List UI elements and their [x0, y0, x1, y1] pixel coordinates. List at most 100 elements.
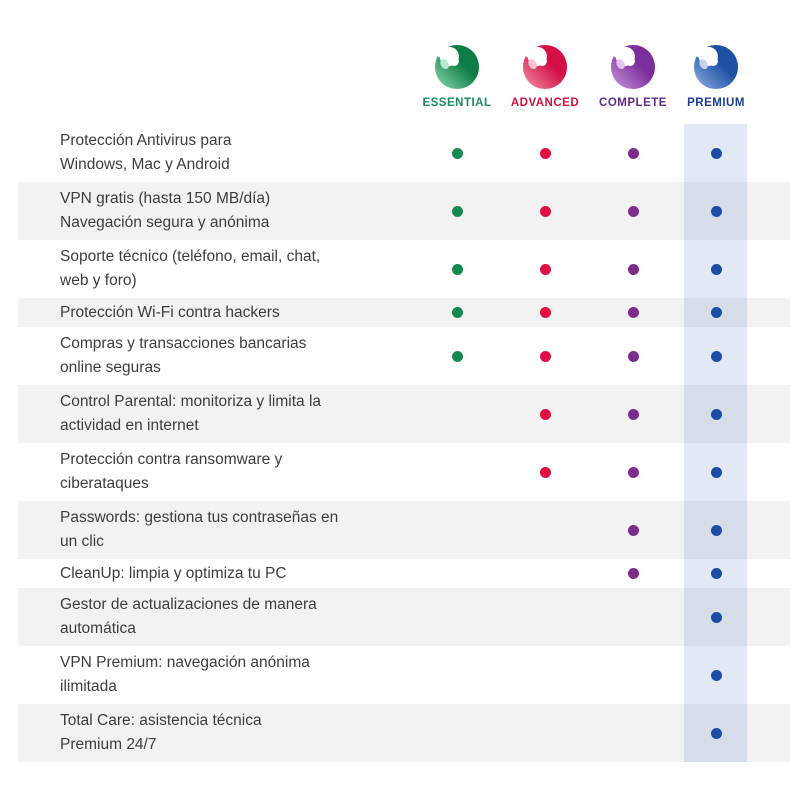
- feature-row: CleanUp: limpia y optimiza tu PC: [18, 559, 790, 588]
- premium-included-dot: [710, 466, 722, 478]
- cell-advanced: [501, 298, 589, 327]
- plan-label-premium: PREMIUM: [687, 97, 745, 109]
- cell-advanced: [501, 385, 589, 443]
- premium-included-dot: [710, 568, 722, 579]
- cell-essential: [413, 182, 501, 240]
- cell-complete: [589, 501, 677, 559]
- cell-complete: [589, 298, 677, 327]
- advanced-included-dot: [539, 205, 551, 217]
- cell-essential: [413, 559, 501, 588]
- cell-essential: [413, 501, 501, 559]
- cell-advanced: [501, 182, 589, 240]
- advanced-included-dot: [539, 350, 551, 362]
- cell-complete: [589, 704, 677, 762]
- premium-included-dot: [710, 307, 722, 318]
- cell-complete: [589, 385, 677, 443]
- cell-complete: [589, 646, 677, 704]
- complete-included-dot: [627, 408, 639, 420]
- premium-included-dot: [710, 524, 722, 536]
- cell-premium: [677, 182, 755, 240]
- complete-included-dot: [627, 263, 639, 275]
- cell-premium: [677, 385, 755, 443]
- complete-included-dot: [627, 147, 639, 159]
- premium-included-dot: [710, 727, 722, 739]
- feature-name: Protección contra ransomware y ciberataq…: [60, 451, 283, 492]
- feature-name: Passwords: gestiona tus contraseñas en u…: [60, 509, 339, 550]
- feature-name: VPN Premium: navegación anónima ilimitad…: [60, 654, 310, 695]
- feature-name: VPN gratis (hasta 150 MB/día) Navegación…: [60, 190, 271, 231]
- cell-essential: [413, 588, 501, 646]
- cell-complete: [589, 559, 677, 588]
- premium-included-dot: [710, 350, 722, 362]
- cell-advanced: [501, 646, 589, 704]
- feature-row: Gestor de actualizaciones de manera auto…: [18, 588, 790, 646]
- complete-included-dot: [627, 524, 639, 536]
- feature-table: Protección Antivirus para Windows, Mac y…: [18, 124, 790, 762]
- complete-panda-logo-icon: [610, 44, 656, 90]
- feature-row: VPN Premium: navegación anónima ilimitad…: [18, 646, 790, 704]
- essential-included-dot: [451, 147, 463, 159]
- complete-included-dot: [627, 350, 639, 362]
- cell-advanced: [501, 588, 589, 646]
- feature-row: VPN gratis (hasta 150 MB/día) Navegación…: [18, 182, 790, 240]
- feature-name: Compras y transacciones bancarias online…: [60, 335, 307, 376]
- plan-header-essential: ESSENTIAL: [413, 44, 501, 124]
- feature-row: Control Parental: monitoriza y limita la…: [18, 385, 790, 443]
- feature-row: Compras y transacciones bancarias online…: [18, 327, 790, 385]
- cell-premium: [677, 298, 755, 327]
- feature-row: Total Care: asistencia técnica Premium 2…: [18, 704, 790, 762]
- plan-label-essential: ESSENTIAL: [422, 97, 492, 109]
- plan-header-premium: PREMIUM: [677, 44, 755, 124]
- cell-complete: [589, 124, 677, 182]
- cell-essential: [413, 704, 501, 762]
- plan-label-advanced: ADVANCED: [510, 97, 580, 109]
- cell-premium: [677, 327, 755, 385]
- premium-panda-logo-icon: [693, 44, 739, 90]
- advanced-panda-logo-icon: [522, 44, 568, 90]
- complete-included-dot: [627, 205, 639, 217]
- cell-advanced: [501, 124, 589, 182]
- cell-essential: [413, 240, 501, 298]
- cell-essential: [413, 298, 501, 327]
- advanced-included-dot: [539, 147, 551, 159]
- feature-row: Protección Antivirus para Windows, Mac y…: [18, 124, 790, 182]
- cell-essential: [413, 124, 501, 182]
- feature-row: Passwords: gestiona tus contraseñas en u…: [18, 501, 790, 559]
- cell-advanced: [501, 327, 589, 385]
- premium-included-dot: [710, 408, 722, 420]
- complete-included-dot: [627, 307, 639, 318]
- cell-essential: [413, 646, 501, 704]
- cell-complete: [589, 182, 677, 240]
- cell-essential: [413, 327, 501, 385]
- cell-complete: [589, 240, 677, 298]
- advanced-included-dot: [539, 466, 551, 478]
- cell-essential: [413, 443, 501, 501]
- cell-advanced: [501, 240, 589, 298]
- advanced-included-dot: [539, 263, 551, 275]
- essential-included-dot: [451, 205, 463, 217]
- cell-premium: [677, 240, 755, 298]
- feature-name: Gestor de actualizaciones de manera auto…: [60, 596, 317, 637]
- plans-header: ESSENTIAL ADVANCED COMPLETE PREMIUM: [18, 0, 755, 124]
- feature-name: Protección Wi-Fi contra hackers: [60, 303, 280, 321]
- advanced-included-dot: [539, 307, 551, 318]
- complete-included-dot: [627, 466, 639, 478]
- premium-included-dot: [710, 263, 722, 275]
- cell-premium: [677, 501, 755, 559]
- feature-name: Soporte técnico (teléfono, email, chat, …: [60, 248, 321, 289]
- essential-included-dot: [451, 350, 463, 362]
- cell-premium: [677, 704, 755, 762]
- feature-row: Protección Wi-Fi contra hackers: [18, 298, 790, 327]
- cell-complete: [589, 327, 677, 385]
- advanced-included-dot: [539, 408, 551, 420]
- essential-included-dot: [451, 307, 463, 318]
- feature-name: Control Parental: monitoriza y limita la…: [60, 393, 322, 434]
- cell-premium: [677, 588, 755, 646]
- cell-advanced: [501, 559, 589, 588]
- cell-complete: [589, 443, 677, 501]
- premium-included-dot: [710, 669, 722, 681]
- cell-premium: [677, 559, 755, 588]
- essential-included-dot: [451, 263, 463, 275]
- feature-name: Total Care: asistencia técnica Premium 2…: [60, 712, 262, 753]
